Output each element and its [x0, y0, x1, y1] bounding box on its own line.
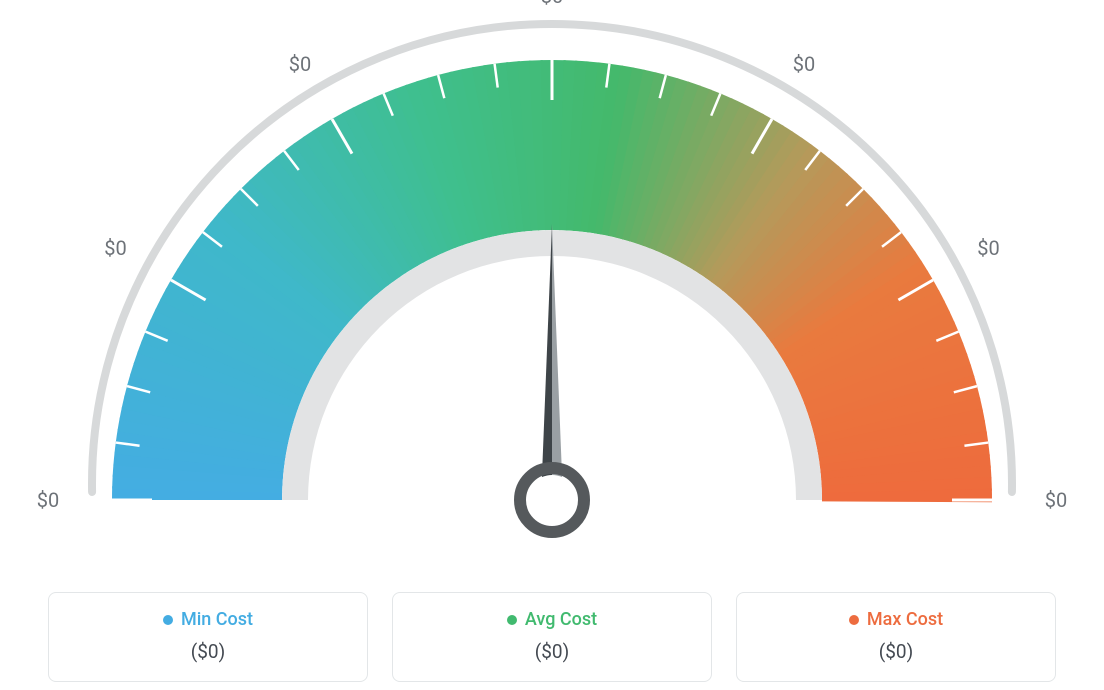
- legend-min-top: Min Cost: [163, 609, 253, 630]
- legend-avg-label: Avg Cost: [525, 609, 597, 630]
- legend-min-dot: [163, 615, 173, 625]
- legend-avg-top: Avg Cost: [507, 609, 597, 630]
- legend-max-top: Max Cost: [849, 609, 943, 630]
- gauge-scale-label: $0: [977, 236, 999, 260]
- legend-max-card: Max Cost ($0): [736, 592, 1056, 682]
- cost-gauge: $0 $0 $0 $0 $0 $0 $0: [0, 0, 1104, 560]
- gauge-scale-label: $0: [37, 488, 59, 512]
- legend-avg-card: Avg Cost ($0): [392, 592, 712, 682]
- gauge-scale-label: $0: [541, 0, 563, 8]
- legend-avg-value: ($0): [405, 640, 699, 663]
- legend-max-label: Max Cost: [867, 609, 943, 630]
- gauge-scale-label: $0: [104, 236, 126, 260]
- gauge-scale-label: $0: [1045, 488, 1067, 512]
- legend-min-label: Min Cost: [181, 609, 253, 630]
- gauge-scale-label: $0: [793, 52, 815, 76]
- legend-min-card: Min Cost ($0): [48, 592, 368, 682]
- legend-max-dot: [849, 615, 859, 625]
- legend-min-value: ($0): [61, 640, 355, 663]
- gauge-svg: [0, 0, 1104, 560]
- legend-max-value: ($0): [749, 640, 1043, 663]
- legend-avg-dot: [507, 615, 517, 625]
- gauge-scale-label: $0: [289, 52, 311, 76]
- legend-row: Min Cost ($0) Avg Cost ($0) Max Cost ($0…: [48, 592, 1056, 682]
